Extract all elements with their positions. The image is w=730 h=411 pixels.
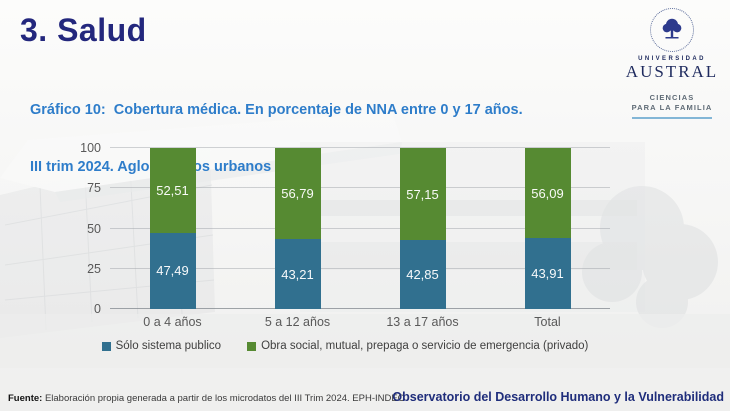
legend-item: Obra social, mutual, prepaga o servicio … bbox=[247, 340, 588, 352]
university-name: AUSTRAL bbox=[625, 62, 719, 81]
bar-slot: 56,09 43,91 bbox=[485, 148, 610, 309]
chart-legend: Sólo sistema publico Obra social, mutual,… bbox=[85, 340, 605, 352]
bar-value-label: 52,51 bbox=[156, 182, 189, 198]
bar-value-label: 57,15 bbox=[406, 186, 439, 202]
plot-area: 0 25 50 75 100 52,51 47,49 56,79 43,21 57,15 42,85… bbox=[80, 141, 610, 316]
bar-segment: 43,21 bbox=[274, 239, 321, 309]
university-label: UNIVERSIDAD bbox=[638, 56, 706, 62]
bar-segment: 56,09 bbox=[524, 148, 571, 239]
stacked-bar: 56,09 43,91 bbox=[524, 148, 571, 309]
x-axis-labels: 0 a 4 años 5 a 12 años 13 a 17 años Total bbox=[110, 315, 610, 329]
bar-segment: 56,79 bbox=[274, 148, 321, 240]
stacked-bar: 57,15 42,85 bbox=[399, 148, 446, 309]
gridline-0 bbox=[110, 308, 610, 309]
x-axis-label: 5 a 12 años bbox=[264, 315, 331, 329]
bar-value-label: 56,09 bbox=[531, 185, 564, 201]
bar-segment: 57,15 bbox=[399, 148, 446, 241]
bar-value-label: 42,85 bbox=[406, 267, 439, 282]
bars-container: 52,51 47,49 56,79 43,21 57,15 42,85 56,09 43,91 bbox=[110, 148, 610, 309]
y-tick-label: 100 bbox=[80, 141, 101, 155]
source-text: Elaboración propia generada a partir de … bbox=[42, 393, 405, 404]
gridline-75 bbox=[110, 187, 610, 189]
bar-segment: 43,91 bbox=[524, 238, 571, 309]
page-title: 3. Salud bbox=[20, 12, 147, 48]
bar-slot: 52,51 47,49 bbox=[110, 148, 235, 309]
gridline-50 bbox=[110, 227, 610, 229]
bar-segment: 47,49 bbox=[149, 232, 196, 309]
university-seal-icon bbox=[650, 8, 694, 52]
legend-swatch-icon bbox=[101, 341, 111, 351]
bar-value-label: 47,49 bbox=[156, 263, 189, 279]
y-tick-label: 25 bbox=[87, 261, 101, 276]
bar-value-label: 43,91 bbox=[531, 266, 564, 282]
x-axis-label: 0 a 4 años bbox=[143, 315, 202, 329]
gridline-25 bbox=[110, 267, 610, 269]
x-axis-label: Total bbox=[534, 315, 561, 329]
stacked-bar: 52,51 47,49 bbox=[149, 148, 196, 309]
x-axis-label: 13 a 17 años bbox=[386, 315, 459, 329]
source-note: Fuente: Elaboración propia generada a pa… bbox=[8, 393, 405, 404]
department-name: CIENCIAS PARA LA FAMILIA bbox=[618, 93, 726, 112]
legend-swatch-icon bbox=[247, 341, 257, 351]
legend-label: Sólo sistema publico bbox=[115, 340, 222, 352]
bar-value-label: 43,21 bbox=[281, 266, 314, 282]
bar-slot: 56,79 43,21 bbox=[235, 148, 360, 309]
department-underline bbox=[632, 117, 712, 119]
y-tick-label: 0 bbox=[94, 302, 101, 316]
tree-icon bbox=[662, 18, 682, 39]
y-tick-label: 50 bbox=[87, 221, 101, 236]
legend-item: Sólo sistema publico bbox=[101, 340, 222, 352]
bar-value-label: 56,79 bbox=[281, 186, 314, 202]
gridline-100 bbox=[110, 147, 610, 148]
stacked-bar: 56,79 43,21 bbox=[274, 148, 321, 309]
bar-slot: 57,15 42,85 bbox=[360, 148, 485, 309]
department-line1: CIENCIAS bbox=[649, 93, 695, 102]
department-line2: PARA LA FAMILIA bbox=[631, 102, 713, 112]
y-tick-label: 75 bbox=[87, 181, 101, 196]
legend-label: Obra social, mutual, prepaga o servicio … bbox=[261, 340, 589, 352]
bar-segment: 52,51 bbox=[149, 148, 196, 233]
source-label: Fuente: bbox=[8, 393, 43, 404]
university-logo: UNIVERSIDAD AUSTRAL CIENCIAS PARA LA FAM… bbox=[618, 8, 726, 119]
chart-subtitle-line1: Gráfico 10: Cobertura médica. En porcent… bbox=[30, 102, 523, 118]
observatory-credit: Observatorio del Desarrollo Humano y la … bbox=[392, 390, 724, 404]
bar-segment: 42,85 bbox=[399, 240, 446, 309]
